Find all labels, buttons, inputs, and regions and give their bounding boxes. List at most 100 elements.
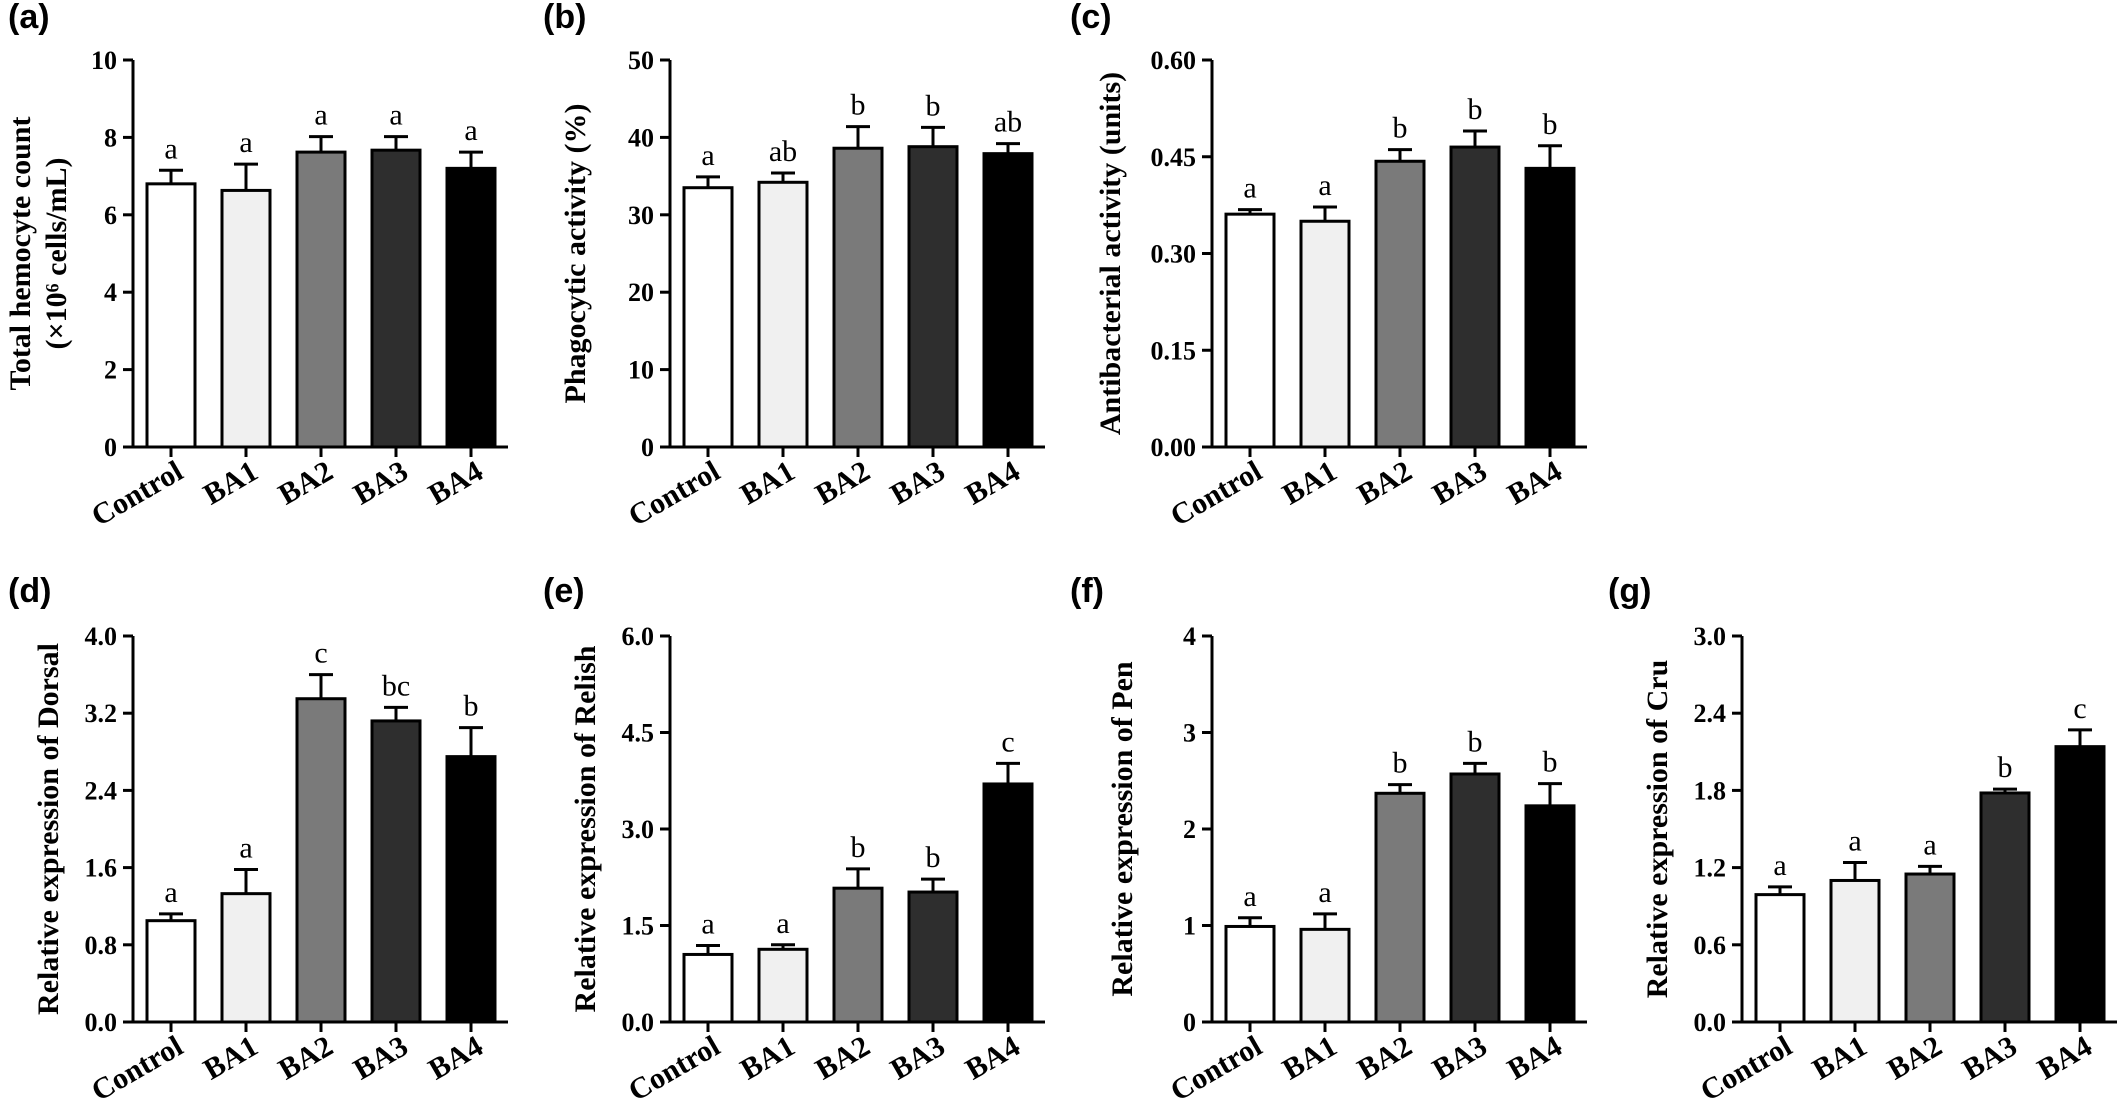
category-label: BA2 <box>273 454 339 511</box>
significance-label: c <box>314 637 327 670</box>
y-tick-label: 2.4 <box>1694 699 1727 728</box>
y-tick-label: 0.60 <box>1151 46 1197 75</box>
significance-label: b <box>1393 747 1408 780</box>
y-tick-label: 0.00 <box>1151 433 1197 462</box>
significance-label: a <box>1923 828 1936 861</box>
bar-ba1 <box>220 188 272 449</box>
category-label: BA2 <box>810 454 876 511</box>
y-tick-label: 4 <box>104 278 117 307</box>
significance-label: ab <box>769 135 797 168</box>
y-tick-label: 4.5 <box>622 719 655 748</box>
category-label: BA3 <box>348 1029 414 1086</box>
significance-label: a <box>701 907 714 940</box>
y-tick-label: 4.0 <box>85 622 118 651</box>
category-label: BA3 <box>885 454 951 511</box>
y-tick-label: 1.5 <box>622 912 655 941</box>
bar-ba2 <box>295 150 347 449</box>
y-tick-label: 1 <box>1183 912 1196 941</box>
bar-ba2 <box>295 697 347 1024</box>
y-tick-label: 0 <box>641 433 654 462</box>
significance-label: a <box>164 132 177 165</box>
category-label: BA1 <box>1277 1029 1343 1086</box>
bar-ba1 <box>1829 878 1881 1024</box>
significance-label: b <box>464 690 479 723</box>
y-tick-label: 50 <box>628 46 654 75</box>
category-label: Control <box>623 1029 726 1107</box>
y-tick-label: 0.8 <box>85 931 118 960</box>
category-label: BA1 <box>735 1029 801 1086</box>
y-tick-label: 2 <box>1183 815 1196 844</box>
y-tick-label: 0.0 <box>85 1008 118 1037</box>
bar-ba4 <box>982 782 1034 1024</box>
significance-label: a <box>314 99 327 132</box>
category-label: BA1 <box>1807 1029 1873 1086</box>
bar-ba2 <box>1374 791 1426 1024</box>
bar-ba2 <box>1904 872 1956 1024</box>
bar-ba2 <box>832 146 884 449</box>
significance-label: b <box>1468 725 1483 758</box>
category-label: BA2 <box>1352 1029 1418 1086</box>
significance-label: bc <box>382 669 410 702</box>
bar-ba4 <box>445 755 497 1024</box>
category-label: Control <box>86 454 189 532</box>
category-label: BA1 <box>198 1029 264 1086</box>
y-tick-label: 3.0 <box>1694 622 1727 651</box>
significance-label: b <box>1543 746 1558 779</box>
bar-ba4 <box>2054 745 2106 1024</box>
y-axis-title: Total hemocyte count <box>4 117 37 391</box>
y-tick-label: 0.45 <box>1151 143 1197 172</box>
chart-panel-a: (a) 0 2 4 6 8 10 Total hemocyte count (×10⁶ cell… <box>4 0 508 533</box>
y-tick-label: 20 <box>628 278 654 307</box>
panel-letter: (a) <box>8 0 50 36</box>
y-tick-label: 1.6 <box>85 854 118 883</box>
significance-label: a <box>1243 880 1256 913</box>
panel-letter: (e) <box>543 572 585 610</box>
chart-panel-b: (b) 0 10 20 30 40 50 Phagocytic activity (%) a Co… <box>543 0 1045 533</box>
significance-label: c <box>1001 725 1014 758</box>
y-axis-title-unit: (×10⁶ cells/mL) <box>40 158 73 350</box>
significance-label: a <box>239 126 252 159</box>
bar-ba3 <box>907 145 959 449</box>
category-label: BA2 <box>1352 454 1418 511</box>
significance-label: b <box>1543 108 1558 141</box>
y-tick-label: 0.30 <box>1151 240 1197 269</box>
bar-ba1 <box>1299 219 1351 449</box>
bar-ba3 <box>370 719 422 1024</box>
bar-ba3 <box>1979 791 2031 1024</box>
y-tick-label: 3 <box>1183 719 1196 748</box>
bar-control <box>682 186 734 449</box>
category-label: Control <box>86 1029 189 1107</box>
bar-ba4 <box>445 166 497 449</box>
y-tick-label: 30 <box>628 201 654 230</box>
chart-panel-g: (g) 0.0 0.6 1.2 1.8 2.4 3.0 Relative expression… <box>1608 572 2117 1108</box>
category-label: BA3 <box>885 1029 951 1086</box>
category-label: BA4 <box>960 1029 1026 1086</box>
bar-ba3 <box>1449 772 1501 1024</box>
y-tick-label: 1.2 <box>1694 854 1727 883</box>
y-tick-label: 0.0 <box>1694 1008 1727 1037</box>
category-label: Control <box>1165 1029 1268 1107</box>
category-label: BA1 <box>735 454 801 511</box>
y-tick-label: 2.4 <box>85 776 118 805</box>
significance-label: b <box>851 89 866 122</box>
category-label: BA3 <box>1957 1029 2023 1086</box>
significance-label: a <box>1848 824 1861 857</box>
significance-label: a <box>701 139 714 172</box>
bar-control <box>682 952 734 1024</box>
bar-ba4 <box>982 152 1034 449</box>
category-label: BA2 <box>273 1029 339 1086</box>
bar-control <box>1224 924 1276 1024</box>
category-label: BA3 <box>1427 1029 1493 1086</box>
y-axis-title: Relative expression of Pen <box>1106 661 1139 997</box>
chart-panel-c: (c) 0.00 0.15 0.30 0.45 0.60 Antibacterial act… <box>1070 0 1587 533</box>
chart-panel-f: (f) 0 1 2 3 4 Relative expression of Pen a Contr… <box>1070 572 1587 1108</box>
y-tick-label: 0.6 <box>1694 931 1727 960</box>
category-label: Control <box>1695 1029 1798 1107</box>
category-label: BA4 <box>1502 1029 1568 1086</box>
panel-letter: (f) <box>1070 572 1104 610</box>
significance-label: a <box>389 99 402 132</box>
significance-label: a <box>1773 849 1786 882</box>
y-tick-label: 8 <box>104 123 117 152</box>
bar-ba3 <box>907 890 959 1024</box>
y-axis-title: Antibacterial activity (units) <box>1094 72 1127 435</box>
